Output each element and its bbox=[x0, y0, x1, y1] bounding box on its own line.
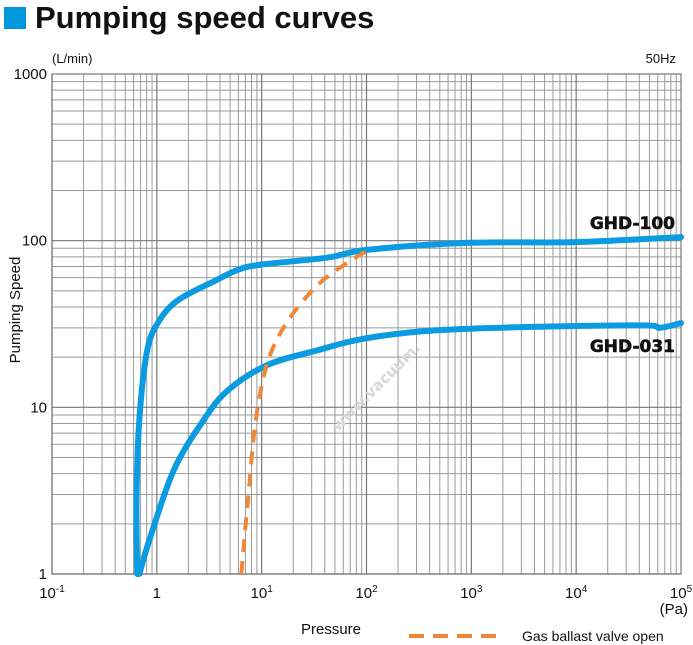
x-tick-label: 103 bbox=[460, 584, 483, 602]
x-tick-label: 10-1 bbox=[39, 584, 65, 602]
x-tick-labels: 10-1 1 101 102 103 104 105 bbox=[39, 584, 692, 602]
x-tick-label: 105 bbox=[670, 584, 693, 602]
x-tick-label: 1 bbox=[153, 585, 161, 602]
title-row: Pumping speed curves bbox=[4, 0, 374, 36]
x-tick-label: 104 bbox=[565, 584, 588, 602]
y-tick-label: 1000 bbox=[14, 66, 47, 83]
y-tick-labels: 1 10 100 1000 bbox=[14, 66, 47, 583]
x-tick-label: 102 bbox=[355, 584, 378, 602]
series-label-ghd-031: GHD-031 bbox=[590, 337, 675, 357]
legend-label-gas-ballast: Gas ballast valve open bbox=[522, 628, 664, 644]
series-label-ghd-100: GHD-100 bbox=[590, 214, 675, 234]
x-unit-label: (Pa) bbox=[660, 601, 688, 618]
y-tick-label: 1 bbox=[39, 566, 47, 583]
series-line-ghd-031 bbox=[136, 320, 684, 577]
series-line-ghd-100 bbox=[133, 234, 684, 577]
page-title: Pumping speed curves bbox=[35, 0, 375, 35]
title-accent-square bbox=[4, 7, 26, 29]
y-tick-label: 100 bbox=[22, 233, 47, 250]
y-tick-label: 10 bbox=[30, 399, 47, 416]
series-layer bbox=[133, 234, 684, 577]
series-line-gas-ballast-valve-open bbox=[239, 248, 371, 575]
x-tick-label: 101 bbox=[251, 584, 274, 602]
y-axis-title: Pumping Speed bbox=[7, 257, 24, 364]
y-unit-label: (L/min) bbox=[52, 51, 92, 66]
frequency-note: 50Hz bbox=[646, 51, 676, 66]
x-axis-title: Pressure bbox=[301, 621, 361, 638]
watermark: www.vacuum. bbox=[328, 339, 424, 435]
